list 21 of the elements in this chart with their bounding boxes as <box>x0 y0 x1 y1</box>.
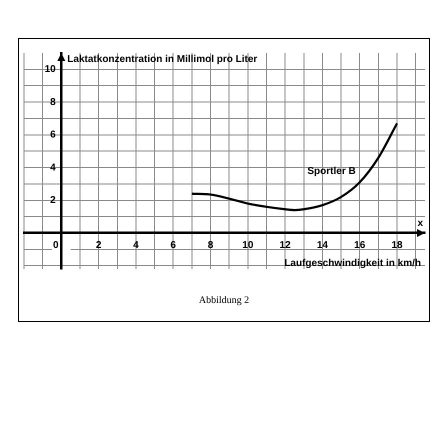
x-tick-label: 2 <box>96 240 102 251</box>
x-tick-label: 6 <box>170 240 176 251</box>
text: Abbildung 2 <box>198 295 250 306</box>
x-tick-label: 8 <box>208 240 214 251</box>
x-tick-label: 14 <box>316 240 328 251</box>
y-axis-title: Laktatkonzentration in Millimol pro Liter <box>67 54 258 65</box>
y-tick-label: 10 <box>44 64 62 76</box>
line-series <box>190 122 398 212</box>
y-tick-label: 2 <box>50 195 62 206</box>
x-axis-title: Laufgeschwindigkeit in km/h <box>284 258 421 269</box>
x-tick-label: 0 <box>52 240 70 251</box>
annotation: x <box>417 218 424 229</box>
x-tick-label: 18 <box>391 240 404 251</box>
y-tick-label: 4 <box>50 162 62 174</box>
y-tick-label: 6 <box>50 130 62 141</box>
x-tick-label: 4 <box>133 240 140 251</box>
x-tick-label: 12 <box>280 240 292 251</box>
series-label: Sportler B <box>307 166 356 178</box>
x-tick-label: 16 <box>354 240 366 251</box>
x-tick-label: 10 <box>242 240 254 251</box>
y-tick-label: 8 <box>50 96 62 108</box>
